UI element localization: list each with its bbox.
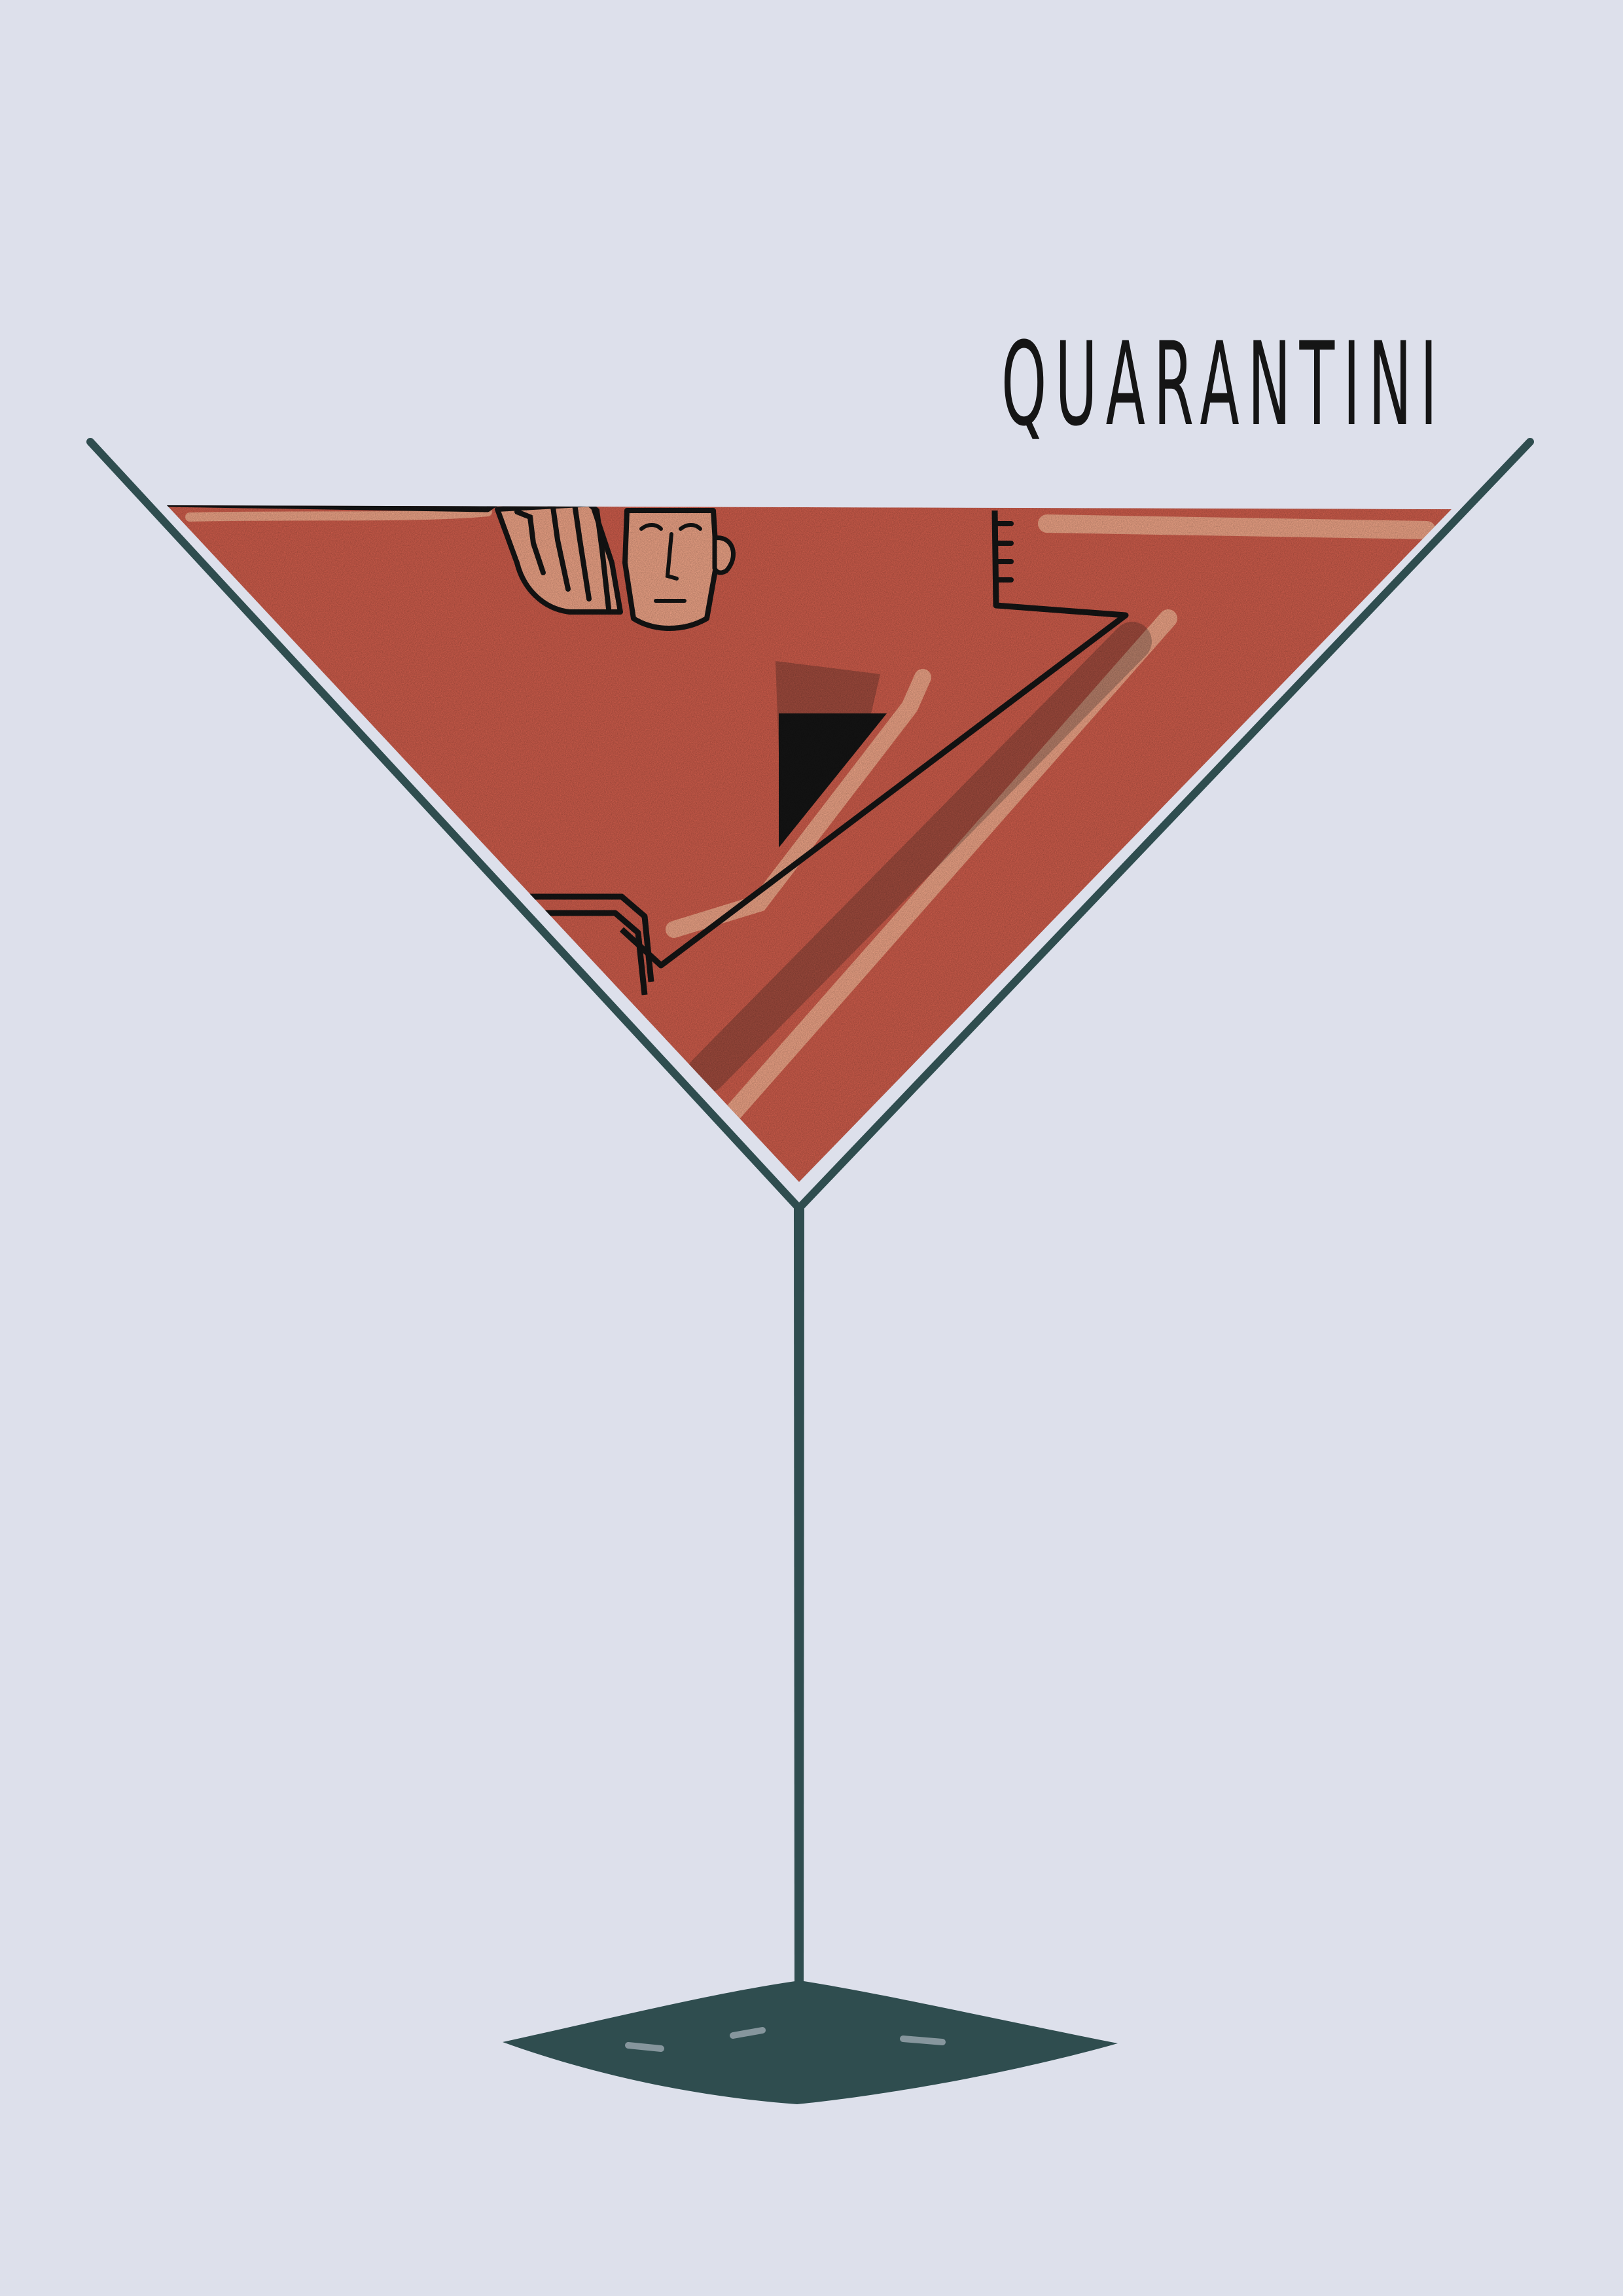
- bowl-right-edge: [795, 438, 1534, 1212]
- bowl-left-edge: [86, 438, 803, 1212]
- foot: [503, 1981, 1118, 2104]
- foot-reflection: [625, 2027, 946, 2052]
- glass: [86, 438, 1534, 2104]
- poster-title: QUARANTINI: [1001, 317, 1446, 452]
- stem: [794, 1208, 804, 1990]
